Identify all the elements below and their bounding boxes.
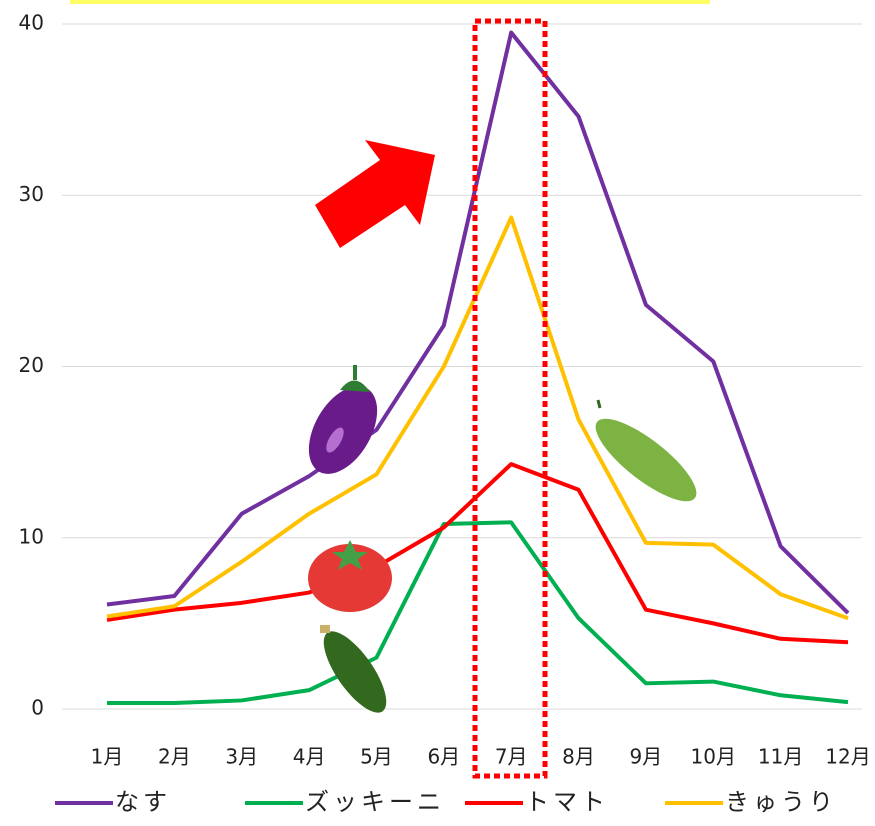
- x-tick-label: 4月: [293, 745, 326, 769]
- highlight-bar: [70, 0, 710, 4]
- cucumber-icon: [595, 399, 697, 502]
- series-line: [106, 215, 849, 621]
- x-tick-label: 12月: [825, 745, 870, 769]
- x-tick-label: 9月: [630, 745, 663, 769]
- zucchini-icon: [320, 625, 387, 713]
- y-tick-label: 20: [19, 353, 44, 377]
- x-tick-label: 5月: [360, 745, 393, 769]
- legend-label: ズッキーニ: [305, 788, 445, 816]
- x-tick-label: 7月: [495, 745, 528, 769]
- y-tick-label: 0: [31, 696, 44, 720]
- trend-arrow: [315, 140, 435, 248]
- highlight-box: [472, 18, 548, 779]
- series-line: [107, 520, 849, 706]
- x-tick-label: 11月: [758, 745, 803, 769]
- legend-label: なす: [115, 788, 171, 816]
- legend-label: トマト: [525, 788, 609, 816]
- legend-label: きゅうり: [725, 788, 837, 816]
- y-tick-label: 30: [19, 182, 44, 206]
- x-tick-label: 8月: [562, 745, 595, 769]
- x-tick-label: 1月: [91, 745, 124, 769]
- y-tick-label: 10: [19, 524, 44, 548]
- x-tick-label: 3月: [225, 745, 258, 769]
- x-tick-label: 10月: [691, 745, 736, 769]
- eggplant-icon: [308, 365, 378, 474]
- y-tick-label: 40: [19, 11, 44, 35]
- tomato-icon: [308, 540, 392, 612]
- x-tick-label: 2月: [158, 745, 191, 769]
- x-tick-label: 6月: [427, 745, 460, 769]
